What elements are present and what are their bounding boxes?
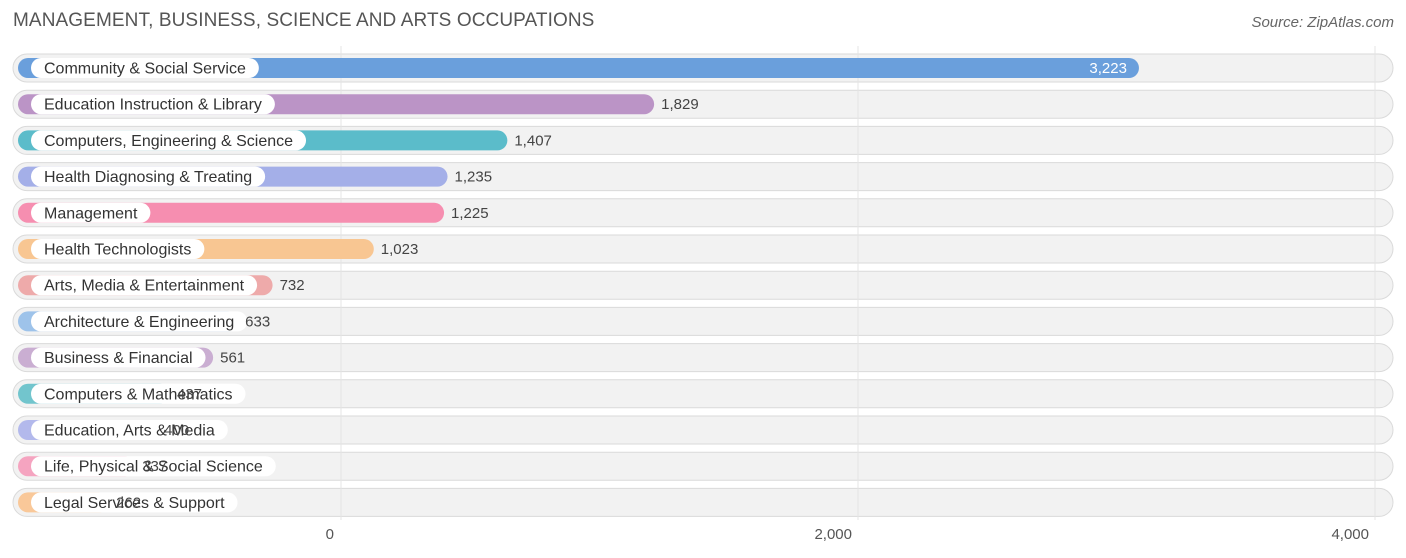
category-label-pill — [31, 275, 258, 296]
category-label: Computers & Mathematics — [44, 386, 233, 403]
value-label: 1,023 — [381, 241, 419, 258]
category-label: Education, Arts & Media — [44, 423, 215, 440]
category-label: Community & Social Service — [44, 61, 246, 78]
row-background — [12, 451, 1394, 481]
category-label-pill — [31, 456, 276, 477]
value-label: 1,225 — [451, 205, 489, 222]
source-credit: Source: ZipAtlas.com — [1251, 14, 1394, 31]
chart-title: MANAGEMENT, BUSINESS, SCIENCE AND ARTS O… — [13, 10, 595, 31]
x-axis-ticks: 0 2,000 4,000 — [326, 526, 1369, 543]
category-label-pill — [31, 492, 238, 513]
row-background — [12, 379, 1394, 409]
value-label: 3,223 — [1089, 60, 1127, 77]
row-background — [12, 270, 1394, 300]
value-label: 1,407 — [514, 132, 552, 149]
category-label: Business & Financial — [44, 350, 193, 367]
category-label-pill — [31, 130, 307, 151]
value-label: 1,235 — [455, 169, 493, 186]
value-label: 437 — [177, 386, 202, 403]
gridlines — [340, 46, 1376, 520]
category-label: Computers, Engineering & Science — [44, 133, 293, 150]
row-background — [12, 415, 1394, 445]
value-label: 262 — [116, 494, 141, 511]
value-label: 633 — [245, 313, 270, 330]
category-label: Architecture & Engineering — [44, 314, 234, 331]
category-label-pill — [31, 202, 151, 223]
category-label-pill — [31, 311, 248, 332]
x-tick-label: 2,000 — [814, 526, 852, 543]
category-label: Health Diagnosing & Treating — [44, 169, 252, 186]
category-label-pill — [31, 94, 275, 115]
value-label: 732 — [280, 277, 305, 294]
row-background — [12, 306, 1394, 336]
value-label: 561 — [220, 350, 245, 367]
category-label-pill — [31, 239, 205, 259]
category-label-pill — [31, 347, 206, 368]
value-label: 337 — [142, 458, 167, 475]
category-label: Life, Physical & Social Science — [44, 459, 263, 476]
category-label: Education Instruction & Library — [44, 97, 262, 114]
bars: Community & Social Service 3,223 Education… — [18, 58, 1139, 513]
bar — [18, 58, 1139, 78]
value-label: 1,829 — [661, 96, 699, 113]
category-label-pill — [31, 58, 259, 78]
row-background — [12, 343, 1394, 373]
row-background — [12, 487, 1394, 517]
category-label: Legal Services & Support — [44, 495, 225, 512]
category-label-pill — [31, 383, 246, 404]
category-label: Arts, Media & Entertainment — [44, 278, 245, 295]
value-label: 400 — [164, 422, 189, 439]
category-label: Management — [44, 205, 138, 222]
x-tick-label: 0 — [326, 526, 334, 543]
x-tick-label: 4,000 — [1331, 526, 1369, 543]
category-label-pill — [31, 166, 266, 187]
category-label-pill — [31, 420, 228, 440]
category-label: Health Technologists — [44, 242, 191, 259]
